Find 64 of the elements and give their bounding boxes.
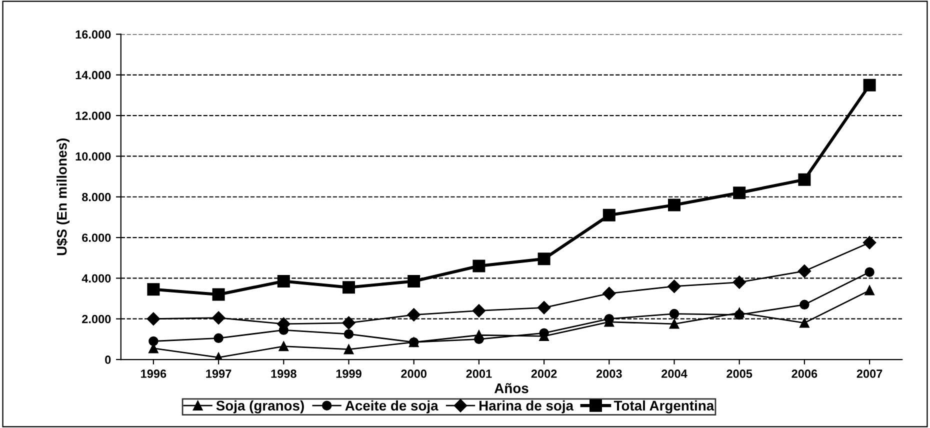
point: [798, 264, 812, 278]
y-tick-label: 12.000: [76, 112, 111, 120]
point: [668, 198, 680, 212]
y-tick-label: 4.000: [82, 274, 111, 283]
y-tick-label: 2.000: [82, 314, 111, 324]
point: [408, 275, 420, 288]
point: [472, 260, 486, 272]
point: [602, 208, 616, 222]
x-tick-label: 2003: [596, 370, 622, 378]
point: [732, 276, 746, 289]
y-tick-label: 8.000: [82, 192, 111, 202]
point: [407, 308, 420, 322]
point: [472, 304, 486, 318]
y-tick-label: 16.000: [76, 30, 111, 39]
point: [669, 319, 680, 329]
point: [800, 300, 810, 310]
legend-label: Soja (granos): [216, 400, 304, 414]
x-tick-label: 2000: [401, 370, 426, 378]
point: [734, 310, 744, 320]
x-tick-label: 1996: [141, 370, 166, 378]
x-tick-label: 2005: [726, 370, 752, 378]
point: [408, 337, 419, 348]
point: [147, 283, 160, 296]
point: [277, 275, 290, 288]
point: [800, 318, 810, 328]
x-tick-label: 2001: [466, 370, 492, 378]
point: [146, 312, 160, 326]
point: [669, 308, 680, 319]
point: [342, 316, 356, 330]
y-axis-title: U$S (En millones): [56, 138, 70, 256]
legend-label: Aceite de soja: [345, 400, 438, 414]
y-tick-label: 10.000: [76, 152, 111, 161]
point: [864, 267, 874, 277]
x-tick-label: 2006: [792, 370, 818, 378]
x-tick-label: 1997: [206, 370, 232, 378]
x-axis-title: Años: [494, 383, 528, 394]
point: [863, 78, 876, 92]
point: [148, 336, 158, 346]
legend-label: Total Argentina: [614, 400, 714, 414]
legend-label: Harina de soja: [479, 400, 574, 414]
point: [864, 286, 874, 296]
point: [342, 281, 355, 294]
y-tick-label: 0: [105, 356, 111, 364]
x-tick-label: 2002: [531, 370, 557, 378]
y-tick-label: 6.000: [82, 234, 111, 242]
point: [344, 344, 354, 354]
point: [538, 252, 550, 266]
x-tick-label: 1998: [271, 370, 296, 378]
point: [733, 186, 746, 200]
y-tick-label: 14.000: [76, 70, 111, 80]
point: [214, 333, 224, 344]
point: [212, 311, 226, 324]
point: [537, 301, 551, 314]
x-tick-label: 2004: [662, 370, 688, 378]
point: [862, 236, 876, 250]
point: [278, 341, 289, 352]
point: [212, 288, 225, 301]
point: [539, 328, 549, 338]
point: [344, 329, 354, 339]
x-tick-label: 2007: [856, 370, 882, 378]
point: [668, 280, 681, 293]
point: [798, 173, 811, 186]
point: [602, 286, 616, 300]
x-tick-label: 1999: [336, 370, 362, 378]
